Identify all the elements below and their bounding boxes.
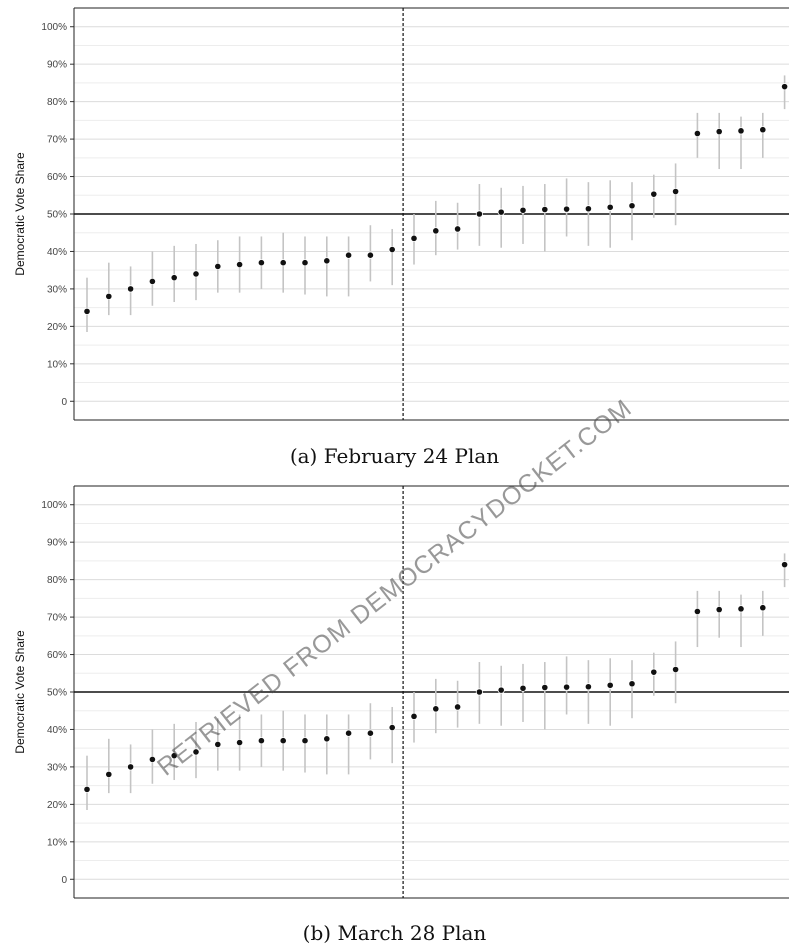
- data-point: [715, 128, 723, 136]
- y-tick-label: 20%: [47, 800, 67, 811]
- data-point: [475, 210, 483, 218]
- y-tick-label: 60%: [47, 172, 67, 183]
- data-point: [584, 205, 593, 213]
- data-point: [148, 277, 156, 286]
- data-point: [432, 705, 440, 713]
- y-tick-label: 0: [61, 397, 67, 408]
- data-point: [257, 259, 265, 267]
- data-point: [519, 684, 527, 692]
- data-point: [650, 190, 658, 198]
- data-point: [170, 752, 178, 760]
- data-point: [214, 740, 222, 749]
- data-point: [127, 285, 135, 293]
- data-point: [410, 234, 418, 242]
- y-tick-label: 50%: [47, 688, 67, 699]
- data-point: [301, 259, 309, 267]
- data-point: [105, 292, 113, 300]
- data-point: [715, 606, 723, 614]
- y-tick-label: 70%: [47, 613, 67, 624]
- y-tick-label: 0: [61, 875, 67, 886]
- data-point: [366, 251, 374, 259]
- data-point: [127, 763, 135, 771]
- data-point: [628, 202, 636, 210]
- data-point: [628, 680, 636, 688]
- caption-february-24-plan: (a) February 24 Plan: [289, 444, 500, 468]
- chart-march-28-plan: 0 10% 20% 30% 40% 50% 60% 70% 80% 90% 100% Democrat…: [13, 485, 789, 899]
- y-tick-label: 100%: [41, 500, 67, 511]
- data-point: [562, 683, 571, 691]
- y-tick-label: 100%: [41, 22, 67, 33]
- data-point: [344, 251, 353, 259]
- data-point: [606, 681, 614, 689]
- data-point: [410, 712, 418, 720]
- data-point: [671, 187, 680, 196]
- data-point: [737, 127, 745, 135]
- y-tick-label: 50%: [47, 210, 67, 221]
- data-point: [606, 203, 614, 211]
- y-axis-label: Democratic Vote Share: [13, 630, 27, 754]
- data-point: [83, 785, 91, 793]
- data-point: [301, 737, 309, 745]
- data-point: [323, 257, 331, 265]
- data-point: [780, 83, 789, 91]
- data-point: [257, 737, 265, 745]
- data-point: [780, 561, 789, 569]
- data-point: [323, 735, 331, 743]
- data-point: [105, 770, 113, 778]
- data-point: [192, 748, 200, 756]
- data-point: [279, 259, 287, 267]
- data-point: [671, 665, 680, 674]
- data-point: [170, 274, 178, 282]
- data-point: [192, 270, 200, 278]
- data-point: [236, 260, 244, 269]
- y-tick-label: 10%: [47, 359, 67, 370]
- y-tick-label: 40%: [47, 247, 67, 258]
- y-tick-label: 90%: [47, 538, 67, 549]
- data-point: [693, 607, 702, 616]
- data-point: [388, 245, 396, 254]
- y-tick-label: 80%: [47, 575, 67, 586]
- y-tick-label: 10%: [47, 837, 67, 848]
- y-tick-label: 20%: [47, 322, 67, 333]
- data-point: [453, 225, 462, 233]
- data-point: [584, 683, 593, 691]
- data-point: [214, 262, 222, 271]
- data-point: [693, 129, 702, 138]
- data-point: [562, 205, 571, 213]
- data-point: [83, 307, 91, 315]
- data-point: [541, 683, 549, 692]
- y-tick-label: 80%: [47, 97, 67, 108]
- data-point: [497, 208, 505, 216]
- data-point: [497, 686, 505, 694]
- data-point: [236, 738, 244, 747]
- y-tick-label: 70%: [47, 135, 67, 146]
- data-point: [475, 688, 483, 696]
- data-point: [737, 605, 745, 613]
- data-point: [650, 668, 658, 676]
- y-axis-label: Democratic Vote Share: [13, 152, 27, 276]
- y-tick-label: 90%: [47, 60, 67, 71]
- data-point: [148, 755, 156, 764]
- data-point: [519, 206, 527, 214]
- caption-march-28-plan: (b) March 28 Plan: [302, 921, 487, 945]
- data-point: [759, 604, 767, 612]
- y-tick-label: 40%: [47, 725, 67, 736]
- data-point: [759, 126, 767, 134]
- data-point: [279, 737, 287, 745]
- chart-february-24-plan: 0 10% 20% 30% 40% 50% 60% 70% 80% 90% 100% Democrat…: [13, 7, 789, 421]
- y-tick-label: 30%: [47, 762, 67, 773]
- y-tick-label: 30%: [47, 284, 67, 295]
- data-point: [366, 729, 374, 737]
- y-tick-label: 60%: [47, 650, 67, 661]
- data-point: [432, 227, 440, 235]
- data-point: [541, 205, 549, 214]
- data-point: [388, 723, 396, 732]
- data-point: [344, 729, 353, 737]
- data-point: [453, 703, 462, 711]
